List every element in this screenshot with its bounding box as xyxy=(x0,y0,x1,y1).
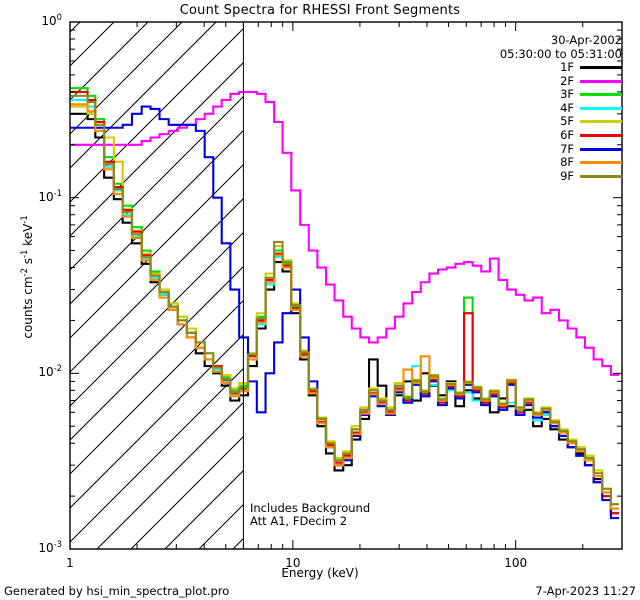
legend-color-swatch xyxy=(580,79,622,83)
legend-color-swatch xyxy=(580,161,622,165)
legend-item-label: 4F xyxy=(560,100,574,115)
legend-item-label: 8F xyxy=(560,155,574,170)
legend-color-swatch xyxy=(580,134,622,137)
plot-frame xyxy=(69,21,623,550)
legend-color-swatch xyxy=(580,93,622,97)
legend-item-6f: 6F xyxy=(502,128,622,142)
x-tick-label: 100 xyxy=(504,556,528,570)
footer-generator: Generated by hsi_min_spectra_plot.pro xyxy=(4,584,230,598)
series-line-9f xyxy=(70,94,620,506)
legend-color-swatch xyxy=(580,66,622,69)
y-tick-label: 100 xyxy=(41,12,62,28)
page-title: Count Spectra for RHESSI Front Segments xyxy=(179,3,461,18)
legend-item-label: 6F xyxy=(560,128,574,142)
y-tick-label: 10-2 xyxy=(38,363,62,380)
x-tick-label: 10 xyxy=(285,556,301,570)
legend-item-3f: 3F xyxy=(502,87,622,101)
legend-item-label: 7F xyxy=(560,141,574,156)
legend-date: 30-Apr-2002 xyxy=(550,33,622,47)
legend-color-swatch xyxy=(580,120,622,124)
x-tick-label: 1 xyxy=(66,556,74,570)
footer-timestamp: 7-Apr-2023 11:27 xyxy=(535,584,636,598)
legend-item-7f: 7F xyxy=(502,142,622,156)
legend-item-2f: 2F xyxy=(502,74,622,88)
legend-item-label: 9F xyxy=(560,168,574,183)
x-axis-label: Energy (keV) xyxy=(281,566,359,580)
y-tick-label: 10-1 xyxy=(38,187,62,204)
legend-item-8f: 8F xyxy=(502,155,622,169)
y-tick-label: 10-3 xyxy=(38,539,62,555)
annotation-attenuator: Att A1, FDecim 2 xyxy=(250,514,348,528)
legend-item-label: 3F xyxy=(560,87,574,102)
legend-item-label: 5F xyxy=(560,114,574,129)
axis-ticks xyxy=(69,21,623,550)
legend-color-swatch xyxy=(580,147,622,151)
legend-time-range: 05:30:00 to 05:31:00 xyxy=(499,47,622,61)
legend-item-label: 1F xyxy=(560,60,574,74)
annotation-background: Includes Background xyxy=(250,501,371,515)
legend-item-9f: 9F xyxy=(502,169,622,183)
y-axis-label: counts cm-2 s-1 keV-1 xyxy=(19,215,35,339)
legend-item-label: 2F xyxy=(560,73,574,88)
legend-item-4f: 4F xyxy=(502,101,622,115)
legend-item-1f: 1F xyxy=(502,60,622,74)
legend-item-5f: 5F xyxy=(502,114,622,128)
legend-color-swatch xyxy=(580,174,622,178)
series-layer xyxy=(70,87,620,520)
legend-color-swatch xyxy=(580,106,622,110)
